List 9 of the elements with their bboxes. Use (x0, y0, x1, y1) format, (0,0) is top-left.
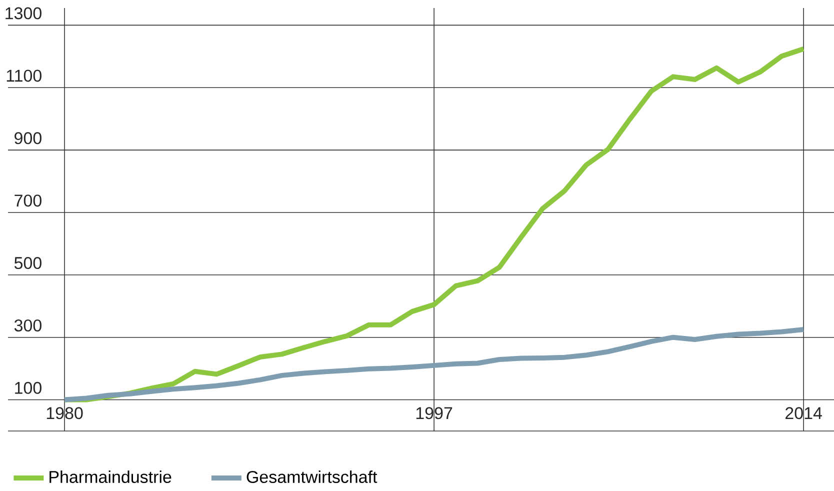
y-tick-label: 500 (14, 257, 42, 270)
legend-label: Gesamtwirtschaft (246, 470, 378, 484)
y-tick-label: 1300 (6, 7, 42, 20)
y-tick-label: 100 (15, 382, 42, 394)
y-tick-label: 700 (14, 194, 42, 207)
y-tick-label: 1100 (6, 70, 42, 82)
legend-label: Pharmaindustrie (50, 470, 172, 484)
y-tick-label: 300 (14, 319, 42, 332)
y-tick-label: 900 (14, 132, 42, 144)
